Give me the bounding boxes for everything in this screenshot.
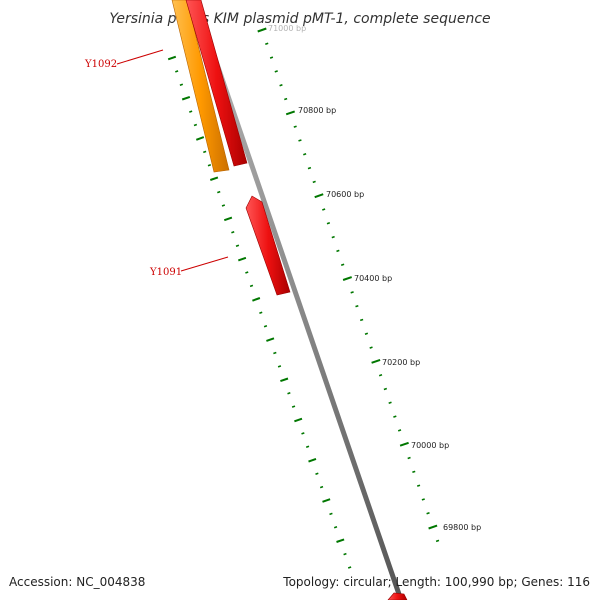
- inner-ring-tick: [329, 512, 333, 516]
- gene-label-leader-y1092: [116, 49, 164, 65]
- inner-ring-tick: [266, 337, 275, 342]
- inner-ring-tick: [333, 526, 338, 529]
- outer-ring-tick: [416, 484, 421, 487]
- inner-ring-tick: [207, 164, 212, 167]
- outer-ring-tick: [364, 332, 369, 336]
- inner-ring-tick: [259, 311, 263, 315]
- outer-ring-tick: [331, 235, 335, 239]
- outer-ring-tick: [284, 97, 288, 101]
- inner-ring-tick: [217, 190, 221, 194]
- outer-ring-tick: [399, 441, 409, 447]
- inner-ring-tick: [319, 485, 324, 489]
- inner-ring-tick: [167, 55, 177, 61]
- outer-ring-tick: [303, 153, 307, 156]
- inner-ring-tick: [252, 297, 261, 302]
- inner-ring-tick: [343, 552, 347, 556]
- inner-ring-tick: [245, 271, 249, 274]
- outer-ring-tick: [383, 387, 388, 391]
- inner-tick-ring: [167, 55, 352, 569]
- inner-ring-tick: [305, 445, 310, 449]
- inner-ring-tick: [347, 566, 352, 569]
- gene-y1091-feature[interactable]: [245, 195, 291, 296]
- inner-ring-tick: [221, 204, 226, 207]
- inner-ring-tick: [237, 256, 247, 262]
- outer-ring-tick: [322, 208, 326, 211]
- inner-ring-tick: [322, 498, 331, 503]
- outer-ring-tick: [359, 318, 364, 322]
- outer-ring-tick: [397, 429, 402, 432]
- outer-ring-tick: [257, 27, 267, 33]
- inner-ring-tick: [273, 351, 277, 355]
- outer-ring-tick: [285, 110, 296, 116]
- inner-ring-tick: [189, 110, 193, 113]
- outer-ring-tick: [369, 346, 373, 349]
- gene-orange-feature[interactable]: [171, 0, 230, 173]
- outer-ring-tick: [298, 139, 302, 142]
- outer-ring-tick: [350, 291, 354, 294]
- outer-ring-tick: [312, 180, 316, 184]
- accession-text: Accession: NC_004838: [9, 575, 145, 589]
- topology-text: Topology: circular; Length: 100,990 bp; …: [282, 575, 590, 589]
- outer-ring-tick: [388, 401, 392, 405]
- gene-label-leader-y1091: [180, 256, 229, 272]
- outer-ring-tick: [378, 373, 383, 377]
- inner-ring-tick: [231, 231, 235, 234]
- inner-ring-tick: [291, 405, 296, 408]
- gene-label-y1091: Y1091: [149, 267, 182, 278]
- inner-ring-tick: [287, 391, 291, 395]
- outer-ring-tick: [326, 222, 331, 225]
- outer-ring-tick: [269, 56, 274, 59]
- outer-ring-tick: [279, 83, 283, 87]
- inner-ring-tick: [301, 432, 305, 435]
- outer-ring-tick: [293, 125, 297, 128]
- outer-tick-ring: [257, 27, 440, 543]
- gene-label-y1092: Y1092: [84, 59, 117, 70]
- inner-ring-tick: [308, 457, 317, 463]
- inner-ring-tick: [203, 150, 207, 154]
- outer-ring-tick: [371, 358, 381, 364]
- inner-ring-tick: [209, 176, 219, 181]
- tick-label-70200: 70200 bp: [382, 358, 420, 367]
- outer-ring-tick: [307, 166, 312, 170]
- outer-ring-tick: [435, 539, 440, 543]
- outer-ring-tick: [407, 456, 411, 460]
- inner-ring-tick: [223, 216, 233, 222]
- inner-ring-tick: [294, 417, 303, 423]
- tick-label-70000: 70000 bp: [411, 441, 449, 450]
- gene-partial-bottom-feature[interactable]: [387, 592, 408, 600]
- tick-label-69800: 69800 bp: [443, 523, 481, 532]
- inner-ring-tick: [179, 83, 184, 87]
- outer-ring-tick: [336, 249, 340, 253]
- outer-ring-tick: [274, 70, 278, 73]
- outer-ring-tick: [355, 304, 359, 308]
- tick-label-70600: 70600 bp: [326, 190, 364, 199]
- tick-label-70800: 70800 bp: [298, 106, 336, 115]
- inner-ring-tick: [315, 472, 319, 475]
- inner-ring-tick: [277, 365, 282, 368]
- inner-ring-tick: [193, 123, 198, 127]
- outer-ring-tick: [426, 512, 430, 515]
- outer-ring-tick: [340, 263, 345, 266]
- inner-ring-tick: [195, 136, 205, 141]
- outer-ring-tick: [428, 524, 438, 530]
- inner-ring-tick: [263, 324, 268, 328]
- inner-ring-tick: [336, 538, 345, 543]
- inner-ring-tick: [235, 244, 240, 247]
- outer-ring-tick: [265, 42, 269, 46]
- inner-ring-tick: [175, 70, 179, 73]
- outer-ring-tick: [412, 470, 416, 474]
- tick-label-70400: 70400 bp: [354, 274, 392, 283]
- tick-label-faded: 71000 bp: [268, 24, 306, 33]
- inner-ring-tick: [249, 284, 254, 288]
- outer-ring-tick: [342, 276, 353, 281]
- outer-ring-tick: [421, 498, 425, 501]
- inner-ring-tick: [181, 95, 191, 101]
- gene-y1092-feature[interactable]: [185, 0, 248, 167]
- outer-ring-tick: [393, 415, 397, 418]
- outer-ring-tick: [314, 193, 324, 199]
- inner-ring-tick: [280, 377, 289, 383]
